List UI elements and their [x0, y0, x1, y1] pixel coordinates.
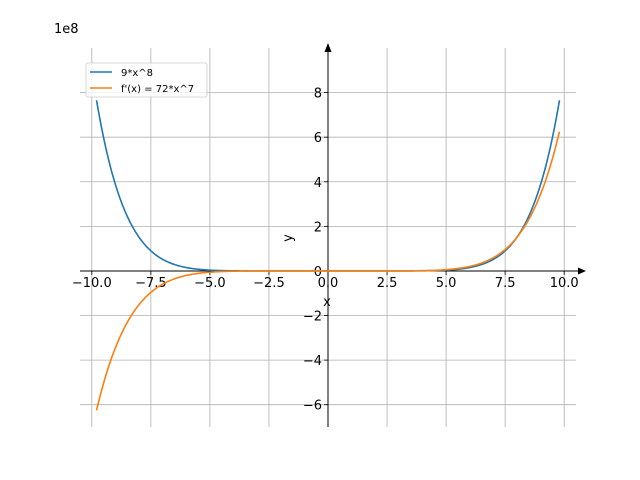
x-tick-label: −5.0: [194, 276, 226, 291]
x-axis-label: x: [323, 295, 331, 310]
x-tick-label: 0.0: [318, 276, 339, 291]
axes: [80, 43, 586, 427]
x-tick-label: 5.0: [436, 276, 457, 291]
legend-label-1: 9*x^8: [121, 68, 153, 79]
y-axis-arrow: [324, 43, 332, 52]
y-axis-label: y: [281, 234, 296, 242]
series: [95, 100, 561, 411]
x-axis-arrow: [578, 267, 586, 275]
legend: 9*x^8 f'(x) = 72*x^7: [85, 62, 208, 98]
y-tick-label: 8: [314, 87, 322, 102]
y-offset-label: 1e8: [54, 22, 79, 37]
legend-label-2: f'(x) = 72*x^7: [121, 84, 194, 95]
x-tick-label: −7.5: [135, 276, 167, 291]
ticks: −10.0 −7.5 −5.0 −2.5 0.0 2.5 5.0 7.5 10.0 −6 −4 −2 0…: [72, 87, 579, 414]
x-tick-label: 10.0: [550, 276, 579, 291]
y-tick-label: 4: [314, 176, 322, 191]
legend-box: [85, 62, 208, 98]
x-tick-label: −10.0: [72, 276, 112, 291]
x-tick-label: 2.5: [377, 276, 398, 291]
y-tick-label: −6: [303, 399, 322, 414]
x-tick-label: −2.5: [253, 276, 285, 291]
y-tick-label: −4: [303, 354, 322, 369]
y-tick-label: 2: [314, 220, 322, 235]
y-tick-label: 0: [314, 265, 322, 280]
series-line-2: [95, 131, 561, 411]
y-tick-label: 6: [314, 131, 322, 146]
y-tick-label: −2: [303, 310, 322, 325]
x-tick-label: 7.5: [495, 276, 516, 291]
